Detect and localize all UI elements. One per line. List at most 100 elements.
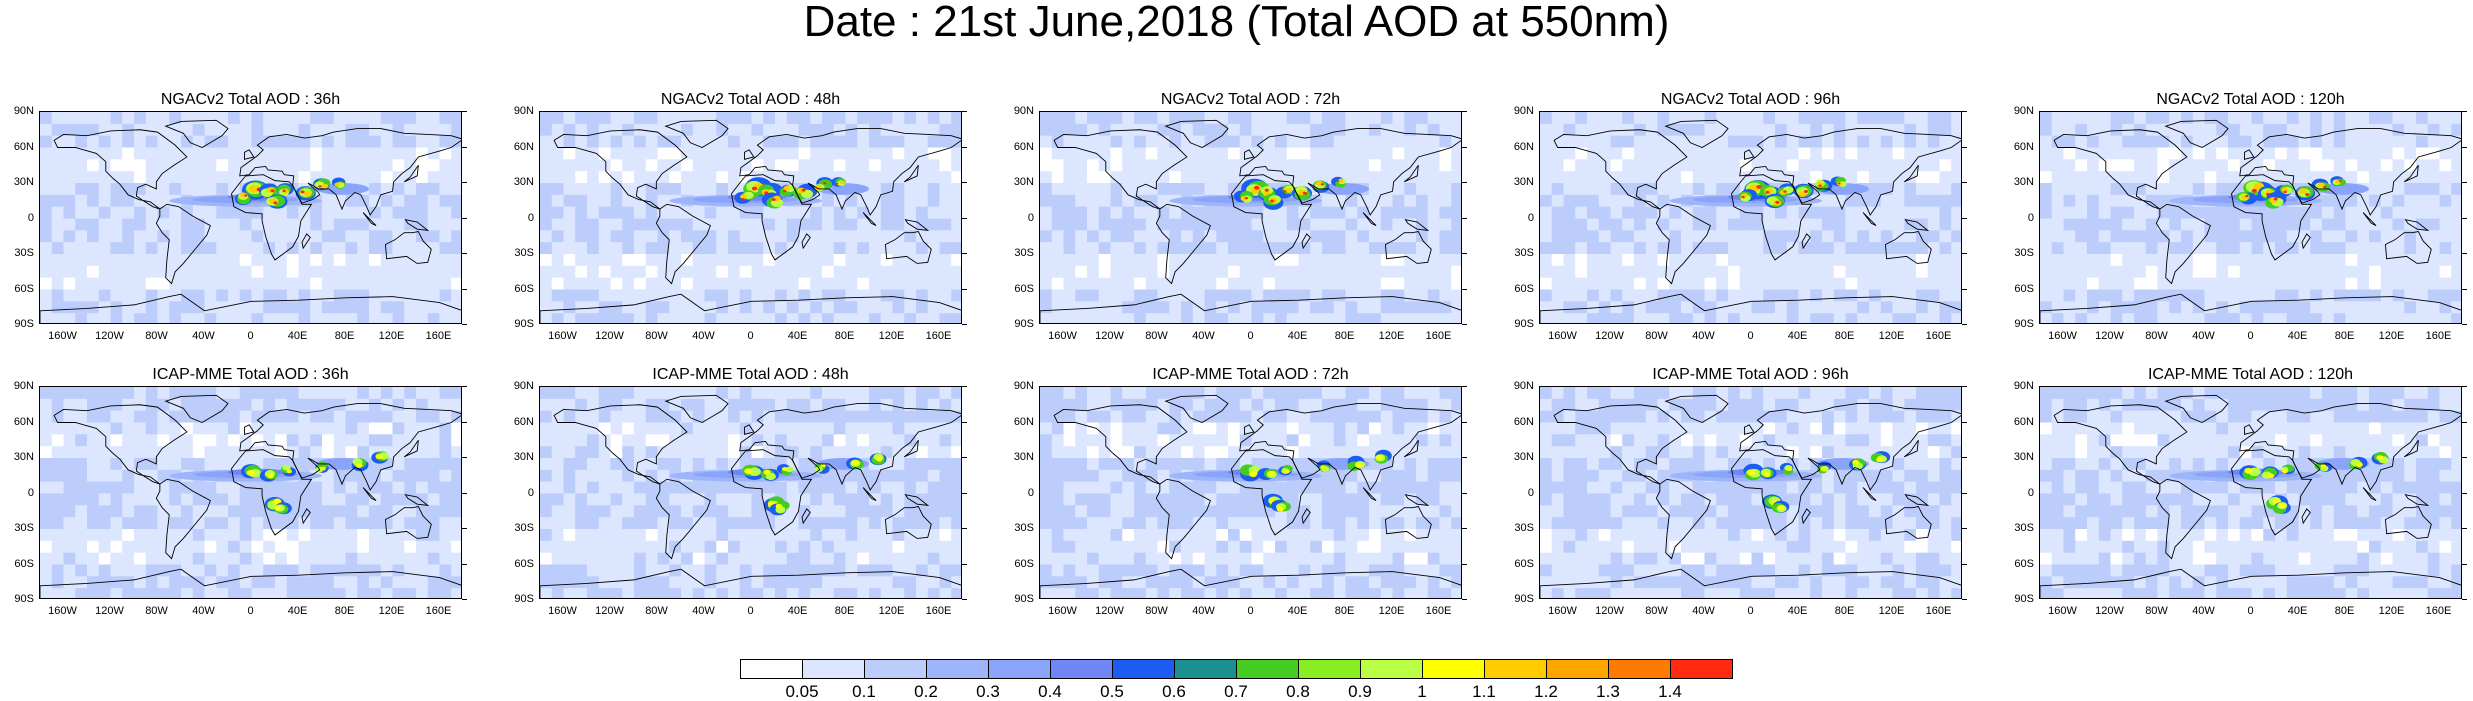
aod-cell (939, 194, 952, 208)
aod-cell (798, 410, 811, 423)
aod-cell (439, 289, 452, 302)
aod-cell (40, 123, 53, 137)
aod-cell (927, 313, 940, 323)
aod-cell (1810, 301, 1823, 314)
aod-cell (657, 505, 670, 518)
aod-cell (880, 387, 893, 400)
aod-cell (1869, 159, 1882, 172)
aod-cell (869, 289, 882, 302)
coastline (1155, 203, 1211, 285)
aod-cell (869, 481, 882, 494)
lon-tick-label: 80E (834, 330, 855, 342)
aod-cell (2380, 206, 2393, 219)
aod-cell (775, 218, 788, 231)
aod-cell (1345, 159, 1358, 172)
aod-cell (2345, 147, 2358, 160)
aod-cell (1951, 159, 1961, 172)
aod-cell (1786, 242, 1799, 255)
aod-cell (2439, 230, 2452, 243)
aod-cell (798, 254, 811, 267)
aod-cell (181, 564, 194, 577)
aod-cell (904, 147, 917, 160)
aod-cell (551, 301, 564, 314)
aod-cell (1833, 242, 1846, 255)
aod-cell (439, 123, 452, 137)
aod-cell (892, 540, 905, 554)
aod-cell (228, 147, 241, 160)
aod-cell (322, 159, 335, 172)
lat-tick-label: 30S (1014, 247, 1034, 259)
aod-cell (322, 301, 335, 314)
aod-cell (540, 265, 553, 279)
aod-cell (1110, 123, 1123, 137)
aod-cell (1587, 289, 1600, 302)
aod-cell (1380, 265, 1393, 279)
aod-cell (1145, 147, 1158, 160)
aod-cell (2333, 277, 2346, 290)
aod-cell (2063, 218, 2076, 231)
aod-cell (310, 112, 323, 125)
aod-cell (2181, 242, 2194, 255)
aod-cell (216, 277, 229, 290)
aod-cell (181, 576, 194, 589)
aod-cell (575, 458, 588, 471)
aod-cell (2357, 123, 2370, 137)
aod-cell (310, 422, 323, 435)
aod-cell (939, 183, 952, 196)
aod-cell (2439, 313, 2452, 323)
aod-hotspot (1783, 190, 1787, 193)
aod-cell (657, 410, 670, 423)
aod-cell (345, 277, 358, 290)
aod-cell (1880, 112, 1893, 125)
lat-tick-label: 90N (13, 380, 34, 392)
aod-cell (1845, 313, 1858, 323)
aod-cell (169, 313, 182, 323)
aod-cell (563, 206, 576, 219)
aod-cell (392, 588, 405, 598)
aod-cell (2110, 123, 2123, 137)
aod-cell (1681, 123, 1694, 137)
aod-cell (598, 469, 611, 483)
aod-cell (51, 112, 64, 125)
aod-cell (392, 159, 405, 172)
aod-cell (751, 313, 764, 323)
aod-cell (181, 123, 194, 137)
aod-cell (345, 517, 358, 530)
aod-cell (704, 564, 717, 577)
aod-cell (322, 387, 335, 400)
aod-cell (380, 301, 393, 314)
lat-tick-label: 0 (27, 486, 34, 499)
aod-cell (451, 540, 461, 554)
lon-tick-label: 80E (2334, 330, 2355, 342)
aod-cell (551, 564, 564, 577)
aod-cell (322, 540, 335, 554)
aod-cell (404, 254, 417, 267)
aod-cell (939, 206, 952, 219)
aod-cell (2145, 112, 2158, 125)
aod-cell (1051, 277, 1064, 290)
aod-cell (2439, 218, 2452, 231)
aod-cell (251, 481, 264, 494)
aod-cell (645, 277, 658, 290)
aod-cell (310, 147, 323, 160)
aod-cell (416, 159, 429, 172)
aod-cell (845, 206, 858, 219)
aod-cell (2427, 112, 2440, 125)
aod-cell (786, 410, 799, 423)
aod-cell (169, 505, 182, 518)
aod-cell (2204, 265, 2217, 279)
aod-cell (1657, 289, 1670, 302)
aod-cell (833, 277, 846, 290)
aod-cell (392, 517, 405, 530)
aod-cell (2322, 254, 2335, 267)
aod-cell (622, 194, 635, 208)
aod-cell (357, 387, 370, 400)
aod-cell (345, 398, 358, 412)
aod-cell (204, 218, 217, 231)
aod-cell (1392, 194, 1405, 208)
aod-cell (1286, 123, 1299, 137)
aod-cell (228, 446, 241, 459)
aod-cell (369, 242, 382, 255)
aod-cell (1622, 254, 1635, 267)
aod-cell (904, 434, 917, 447)
